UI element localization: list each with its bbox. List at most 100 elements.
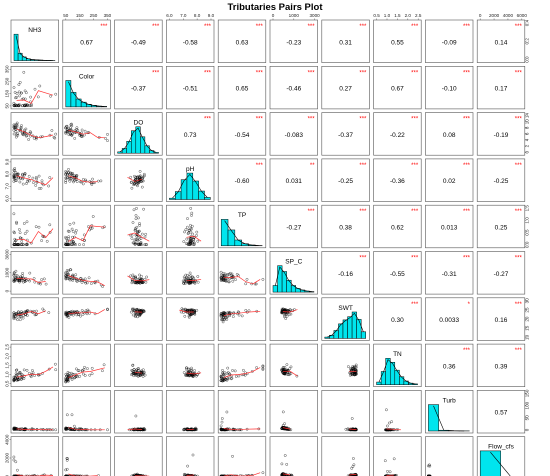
scatter-point — [352, 371, 355, 375]
panel-frame — [476, 204, 526, 249]
scatter-point — [185, 237, 189, 241]
scatter-point — [18, 94, 21, 98]
scatter-point — [383, 459, 387, 463]
panel-frame — [321, 390, 370, 434]
scatter-point — [25, 314, 29, 317]
scatter-point — [383, 474, 387, 476]
tick-label: 100 — [524, 401, 529, 409]
significance-stars: * — [468, 302, 471, 308]
panel-frame — [114, 112, 163, 156]
scatter-point — [225, 311, 229, 315]
panel-frame — [425, 390, 474, 434]
scatter-point — [182, 428, 185, 432]
scatter-point — [19, 474, 23, 476]
scatter-point — [14, 104, 17, 107]
smoother-line — [179, 309, 194, 313]
scatter-point — [133, 474, 137, 476]
correlation-value: 0.36 — [443, 363, 456, 370]
significance-stars: *** — [152, 70, 160, 76]
scatter-point — [132, 372, 136, 376]
scatter-point — [196, 474, 199, 476]
scatter-point — [284, 313, 288, 316]
smoother-line — [16, 228, 54, 244]
correlation-value: 0.31 — [339, 39, 352, 46]
scatter-point — [91, 181, 95, 184]
scatter-point — [139, 312, 143, 316]
scatter-point — [102, 363, 106, 367]
scatter-point — [183, 230, 186, 234]
scatter-point — [261, 471, 265, 475]
scatter-point — [141, 375, 145, 378]
scatter-point — [54, 132, 58, 136]
scatter-point — [226, 273, 229, 276]
scatter-point — [224, 378, 228, 381]
scatter-point — [77, 313, 80, 316]
scatter-point — [20, 243, 24, 246]
scatter-point — [140, 185, 144, 189]
scatter-point — [187, 229, 191, 232]
scatter-point — [138, 373, 142, 376]
significance-stars: *** — [515, 209, 523, 215]
scatter-point — [14, 130, 18, 134]
scatter-point — [140, 308, 144, 312]
scatter-point — [71, 279, 75, 282]
histogram-bar — [286, 279, 292, 293]
correlation-value: 0.013 — [441, 225, 458, 232]
tick-label: 4000 — [5, 434, 10, 445]
histogram-bar — [333, 330, 339, 339]
scatter-point — [182, 472, 186, 476]
tick-label: 10 — [524, 334, 529, 340]
tick-label: 1.5 — [394, 13, 401, 18]
panel-frame — [425, 436, 474, 476]
scatter-point — [186, 374, 190, 378]
scatter-point — [72, 424, 76, 428]
scatter-point — [64, 380, 68, 384]
smoother-line — [127, 428, 143, 431]
scatter-point — [136, 428, 140, 432]
scatter-point — [285, 363, 289, 366]
scatter-point — [12, 128, 16, 132]
scatter-point — [384, 474, 388, 476]
scatter-point — [34, 184, 38, 187]
scatter-point — [134, 227, 137, 230]
scatter-point — [186, 217, 189, 220]
significance-stars: *** — [308, 209, 316, 215]
panel-frame — [373, 66, 422, 110]
scatter-point — [68, 276, 72, 279]
correlation-value: -0.083 — [285, 132, 304, 139]
scatter-point — [90, 226, 94, 230]
scatter-point — [13, 375, 17, 379]
scatter-point — [13, 231, 16, 235]
significance-stars: *** — [100, 24, 108, 30]
scatter-point — [65, 310, 69, 314]
scatter-point — [75, 280, 79, 283]
scatter-point — [192, 374, 195, 378]
panel-frame — [62, 66, 111, 110]
scatter-point — [235, 474, 239, 476]
scatter-point — [190, 211, 194, 215]
panel-frame — [269, 158, 318, 202]
histogram-bar — [338, 323, 344, 339]
scatter-point — [351, 365, 354, 369]
histogram-bar — [144, 145, 150, 154]
scatter-point — [25, 309, 29, 313]
scatter-point — [19, 126, 23, 129]
scatter-point — [136, 230, 140, 234]
histogram-bar — [227, 229, 236, 247]
scatter-point — [13, 237, 17, 241]
scatter-point — [15, 368, 19, 372]
scatter-point — [12, 132, 16, 136]
scatter-point — [242, 373, 246, 376]
smoother-line — [223, 428, 261, 431]
correlation-value: 0.17 — [495, 86, 508, 93]
scatter-point — [225, 276, 228, 280]
histogram-bar — [360, 331, 366, 339]
scatter-point — [352, 457, 355, 460]
scatter-point — [184, 242, 188, 245]
correlation-value: 0.65 — [236, 86, 249, 93]
scatter-point — [227, 272, 231, 276]
correlation-value: 0.63 — [236, 39, 249, 46]
scatter-point — [106, 139, 109, 142]
scatter-point — [231, 279, 235, 283]
scatter-point — [354, 366, 358, 369]
